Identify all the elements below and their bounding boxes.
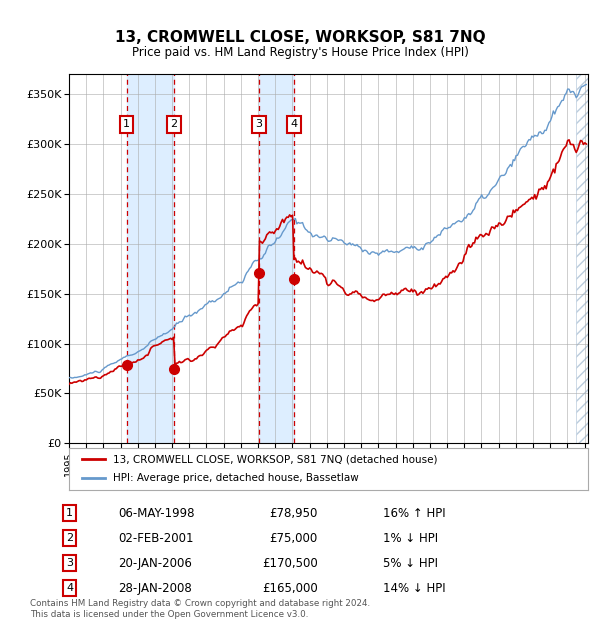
Text: 3: 3 bbox=[256, 119, 262, 129]
Bar bbox=[576, 74, 588, 443]
Text: HPI: Average price, detached house, Bassetlaw: HPI: Average price, detached house, Bass… bbox=[113, 474, 359, 484]
Text: 1: 1 bbox=[123, 119, 130, 129]
Text: 28-JAN-2008: 28-JAN-2008 bbox=[118, 582, 192, 595]
Text: 1: 1 bbox=[66, 508, 73, 518]
Text: £170,500: £170,500 bbox=[262, 557, 318, 570]
Text: £78,950: £78,950 bbox=[269, 507, 318, 520]
Text: Price paid vs. HM Land Registry's House Price Index (HPI): Price paid vs. HM Land Registry's House … bbox=[131, 46, 469, 58]
Text: 2: 2 bbox=[170, 119, 177, 129]
Bar bbox=[259, 74, 293, 443]
Text: 13, CROMWELL CLOSE, WORKSOP, S81 7NQ (detached house): 13, CROMWELL CLOSE, WORKSOP, S81 7NQ (de… bbox=[113, 454, 437, 464]
Text: £165,000: £165,000 bbox=[262, 582, 318, 595]
Text: Contains HM Land Registry data © Crown copyright and database right 2024.
This d: Contains HM Land Registry data © Crown c… bbox=[30, 600, 370, 619]
Text: 1% ↓ HPI: 1% ↓ HPI bbox=[383, 532, 438, 545]
Text: 13, CROMWELL CLOSE, WORKSOP, S81 7NQ: 13, CROMWELL CLOSE, WORKSOP, S81 7NQ bbox=[115, 30, 485, 45]
Bar bbox=[127, 74, 173, 443]
Text: 02-FEB-2001: 02-FEB-2001 bbox=[118, 532, 194, 545]
Text: £75,000: £75,000 bbox=[270, 532, 318, 545]
Text: 2: 2 bbox=[66, 533, 73, 543]
Text: 5% ↓ HPI: 5% ↓ HPI bbox=[383, 557, 438, 570]
Text: 14% ↓ HPI: 14% ↓ HPI bbox=[383, 582, 445, 595]
Text: 4: 4 bbox=[66, 583, 73, 593]
Text: 06-MAY-1998: 06-MAY-1998 bbox=[118, 507, 194, 520]
Text: 4: 4 bbox=[290, 119, 297, 129]
Text: 16% ↑ HPI: 16% ↑ HPI bbox=[383, 507, 445, 520]
Text: 3: 3 bbox=[66, 558, 73, 569]
Text: 20-JAN-2006: 20-JAN-2006 bbox=[118, 557, 192, 570]
